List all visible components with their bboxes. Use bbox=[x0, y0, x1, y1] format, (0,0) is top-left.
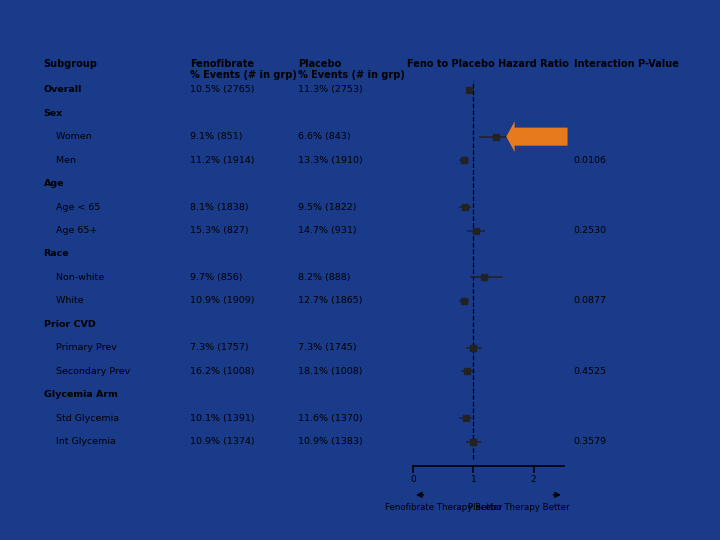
Text: Interaction P-Value: Interaction P-Value bbox=[574, 59, 678, 69]
Text: Age: Age bbox=[43, 179, 64, 188]
Text: 11.2% (1914): 11.2% (1914) bbox=[190, 156, 255, 165]
Text: Non-white: Non-white bbox=[43, 273, 104, 282]
Text: 2: 2 bbox=[531, 475, 536, 484]
Text: 15.3% (827): 15.3% (827) bbox=[190, 226, 249, 235]
Text: 16.2% (1008): 16.2% (1008) bbox=[190, 367, 255, 376]
Text: 0.0877: 0.0877 bbox=[574, 296, 606, 306]
Text: Women: Women bbox=[43, 132, 91, 141]
Text: 18.1% (1008): 18.1% (1008) bbox=[298, 367, 363, 376]
Text: Std Glycemia: Std Glycemia bbox=[43, 414, 119, 423]
Text: Race: Race bbox=[43, 249, 69, 259]
Text: Int Glycemia: Int Glycemia bbox=[43, 437, 115, 446]
Text: 9.5% (1822): 9.5% (1822) bbox=[298, 202, 357, 212]
Text: 9.7% (856): 9.7% (856) bbox=[190, 273, 243, 282]
Text: 11.6% (1370): 11.6% (1370) bbox=[298, 414, 363, 423]
Text: 8.1% (1838): 8.1% (1838) bbox=[190, 202, 249, 212]
Text: Overall: Overall bbox=[43, 85, 82, 94]
Text: Primary Prev: Primary Prev bbox=[43, 343, 117, 352]
Text: Secondary Prev: Secondary Prev bbox=[43, 367, 130, 376]
Text: Fenofibrate Therapy Better: Fenofibrate Therapy Better bbox=[384, 503, 502, 512]
Text: 1: 1 bbox=[470, 475, 476, 484]
Text: Age 65+: Age 65+ bbox=[43, 226, 97, 235]
Text: Sex: Sex bbox=[43, 109, 63, 118]
Text: 0: 0 bbox=[410, 475, 416, 484]
Text: 6.6% (843): 6.6% (843) bbox=[298, 132, 351, 141]
Text: 0.4525: 0.4525 bbox=[574, 367, 606, 376]
Text: Placebo
% Events (# in grp): Placebo % Events (# in grp) bbox=[298, 59, 405, 80]
Text: 13.3% (1910): 13.3% (1910) bbox=[298, 156, 363, 165]
Text: White: White bbox=[43, 296, 83, 306]
Text: 14.7% (931): 14.7% (931) bbox=[298, 226, 357, 235]
Text: 0.2530: 0.2530 bbox=[574, 226, 607, 235]
Text: Age < 65: Age < 65 bbox=[43, 202, 100, 212]
Text: 10.9% (1383): 10.9% (1383) bbox=[298, 437, 363, 446]
Text: Men: Men bbox=[43, 156, 76, 165]
Text: 0.3579: 0.3579 bbox=[574, 437, 607, 446]
Text: 10.9% (1909): 10.9% (1909) bbox=[190, 296, 255, 306]
Text: 10.5% (2765): 10.5% (2765) bbox=[190, 85, 255, 94]
Text: Placebo Therapy Better: Placebo Therapy Better bbox=[468, 503, 570, 512]
Text: Glycemia Arm: Glycemia Arm bbox=[43, 390, 117, 399]
Text: 12.7% (1865): 12.7% (1865) bbox=[298, 296, 363, 306]
Text: 7.3% (1745): 7.3% (1745) bbox=[298, 343, 357, 352]
Text: Subgroup: Subgroup bbox=[43, 59, 97, 69]
Text: Prior CVD: Prior CVD bbox=[43, 320, 95, 329]
Text: 9.1% (851): 9.1% (851) bbox=[190, 132, 243, 141]
Text: Feno to Placebo Hazard Ratio: Feno to Placebo Hazard Ratio bbox=[408, 59, 570, 69]
Text: 10.1% (1391): 10.1% (1391) bbox=[190, 414, 255, 423]
Text: 10.9% (1374): 10.9% (1374) bbox=[190, 437, 255, 446]
Text: 7.3% (1757): 7.3% (1757) bbox=[190, 343, 249, 352]
Text: 0.0106: 0.0106 bbox=[574, 156, 606, 165]
Text: Fenofibrate
% Events (# in grp): Fenofibrate % Events (# in grp) bbox=[190, 59, 297, 80]
Text: 11.3% (2753): 11.3% (2753) bbox=[298, 85, 363, 94]
Text: 8.2% (888): 8.2% (888) bbox=[298, 273, 351, 282]
